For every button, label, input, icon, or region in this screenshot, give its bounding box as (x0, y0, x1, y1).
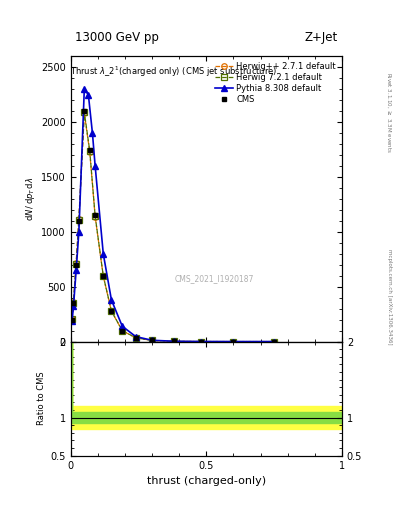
Herwig++ 2.7.1 default (93, 214, 97, 220)
Herwig 7.2.1 default (134, 335, 138, 341)
Text: CMS_2021_I1920187: CMS_2021_I1920187 (175, 274, 254, 283)
Line: Pythia 8.308 default: Pythia 8.308 default (69, 86, 277, 345)
Herwig 7.2.1 default (171, 338, 176, 345)
Herwig++ 2.7.1 default (150, 337, 154, 344)
Text: 13000 GeV pp: 13000 GeV pp (75, 31, 158, 44)
Herwig 7.2.1 default (71, 300, 76, 306)
Pythia 8.308 default (109, 297, 114, 303)
Herwig 7.2.1 default (272, 338, 276, 345)
X-axis label: thrust (charged-only): thrust (charged-only) (147, 476, 266, 486)
Pythia 8.308 default (77, 229, 81, 235)
Herwig++ 2.7.1 default (74, 260, 79, 266)
Herwig 7.2.1 default (150, 337, 154, 344)
Herwig++ 2.7.1 default (101, 273, 106, 280)
Herwig++ 2.7.1 default (87, 148, 92, 155)
Pythia 8.308 default (82, 86, 86, 92)
Herwig 7.2.1 default (70, 316, 74, 322)
CMS (101, 273, 106, 279)
Herwig 7.2.1 default (87, 147, 92, 154)
Herwig 7.2.1 default (231, 338, 236, 345)
Pythia 8.308 default (171, 338, 176, 344)
Text: Thrust $\lambda\_2^1$(charged only) (CMS jet substructure): Thrust $\lambda\_2^1$(charged only) (CMS… (70, 65, 277, 79)
Pythia 8.308 default (86, 92, 91, 98)
Herwig 7.2.1 default (74, 261, 79, 267)
Herwig++ 2.7.1 default (82, 110, 86, 116)
Herwig 7.2.1 default (109, 308, 114, 314)
Herwig++ 2.7.1 default (272, 338, 276, 345)
Line: Herwig 7.2.1 default: Herwig 7.2.1 default (69, 110, 277, 345)
CMS (272, 338, 276, 345)
Pythia 8.308 default (71, 304, 76, 310)
Y-axis label: Ratio to CMS: Ratio to CMS (37, 372, 46, 425)
CMS (171, 338, 176, 345)
CMS (82, 108, 86, 114)
Pythia 8.308 default (198, 338, 203, 345)
Herwig++ 2.7.1 default (231, 338, 236, 345)
CMS (231, 338, 236, 345)
Text: mcplots.cern.ch [arXiv:1306.3436]: mcplots.cern.ch [arXiv:1306.3436] (387, 249, 391, 345)
Y-axis label: $\mathrm{d}N\,/\,\mathrm{d}p_T\,\mathrm{d}\lambda$: $\mathrm{d}N\,/\,\mathrm{d}p_T\,\mathrm{… (24, 177, 37, 221)
Text: Rivet 3.1.10, $\geq$ 3.3M events: Rivet 3.1.10, $\geq$ 3.3M events (385, 72, 393, 153)
CMS (93, 212, 97, 219)
Herwig++ 2.7.1 default (171, 338, 176, 345)
Herwig++ 2.7.1 default (134, 335, 138, 341)
Pythia 8.308 default (101, 251, 106, 257)
CMS (87, 146, 92, 153)
Herwig++ 2.7.1 default (109, 308, 114, 314)
Herwig 7.2.1 default (82, 109, 86, 115)
Legend: Herwig++ 2.7.1 default, Herwig 7.2.1 default, Pythia 8.308 default, CMS: Herwig++ 2.7.1 default, Herwig 7.2.1 def… (211, 59, 340, 108)
CMS (70, 316, 74, 323)
Pythia 8.308 default (74, 267, 79, 273)
Pythia 8.308 default (93, 163, 97, 169)
CMS (71, 300, 76, 306)
Herwig++ 2.7.1 default (120, 328, 125, 334)
Pythia 8.308 default (150, 337, 154, 344)
CMS (150, 337, 154, 344)
CMS (120, 328, 125, 334)
Pythia 8.308 default (120, 323, 125, 329)
Herwig 7.2.1 default (93, 213, 97, 219)
CMS (109, 308, 114, 314)
Herwig++ 2.7.1 default (77, 216, 81, 222)
CMS (77, 218, 81, 224)
Pythia 8.308 default (90, 130, 95, 136)
Line: Herwig++ 2.7.1 default: Herwig++ 2.7.1 default (69, 111, 277, 345)
Herwig 7.2.1 default (77, 217, 81, 223)
Herwig++ 2.7.1 default (198, 338, 203, 345)
Text: Z+Jet: Z+Jet (305, 31, 338, 44)
Pythia 8.308 default (231, 338, 236, 345)
CMS (134, 335, 138, 341)
Herwig++ 2.7.1 default (70, 315, 74, 322)
Herwig 7.2.1 default (120, 328, 125, 334)
Herwig 7.2.1 default (101, 273, 106, 279)
CMS (198, 338, 203, 345)
Line: CMS: CMS (70, 109, 277, 344)
Pythia 8.308 default (134, 334, 138, 340)
Herwig++ 2.7.1 default (71, 299, 76, 305)
Herwig 7.2.1 default (198, 338, 203, 345)
CMS (74, 262, 79, 268)
Pythia 8.308 default (272, 338, 276, 345)
Pythia 8.308 default (70, 317, 74, 324)
